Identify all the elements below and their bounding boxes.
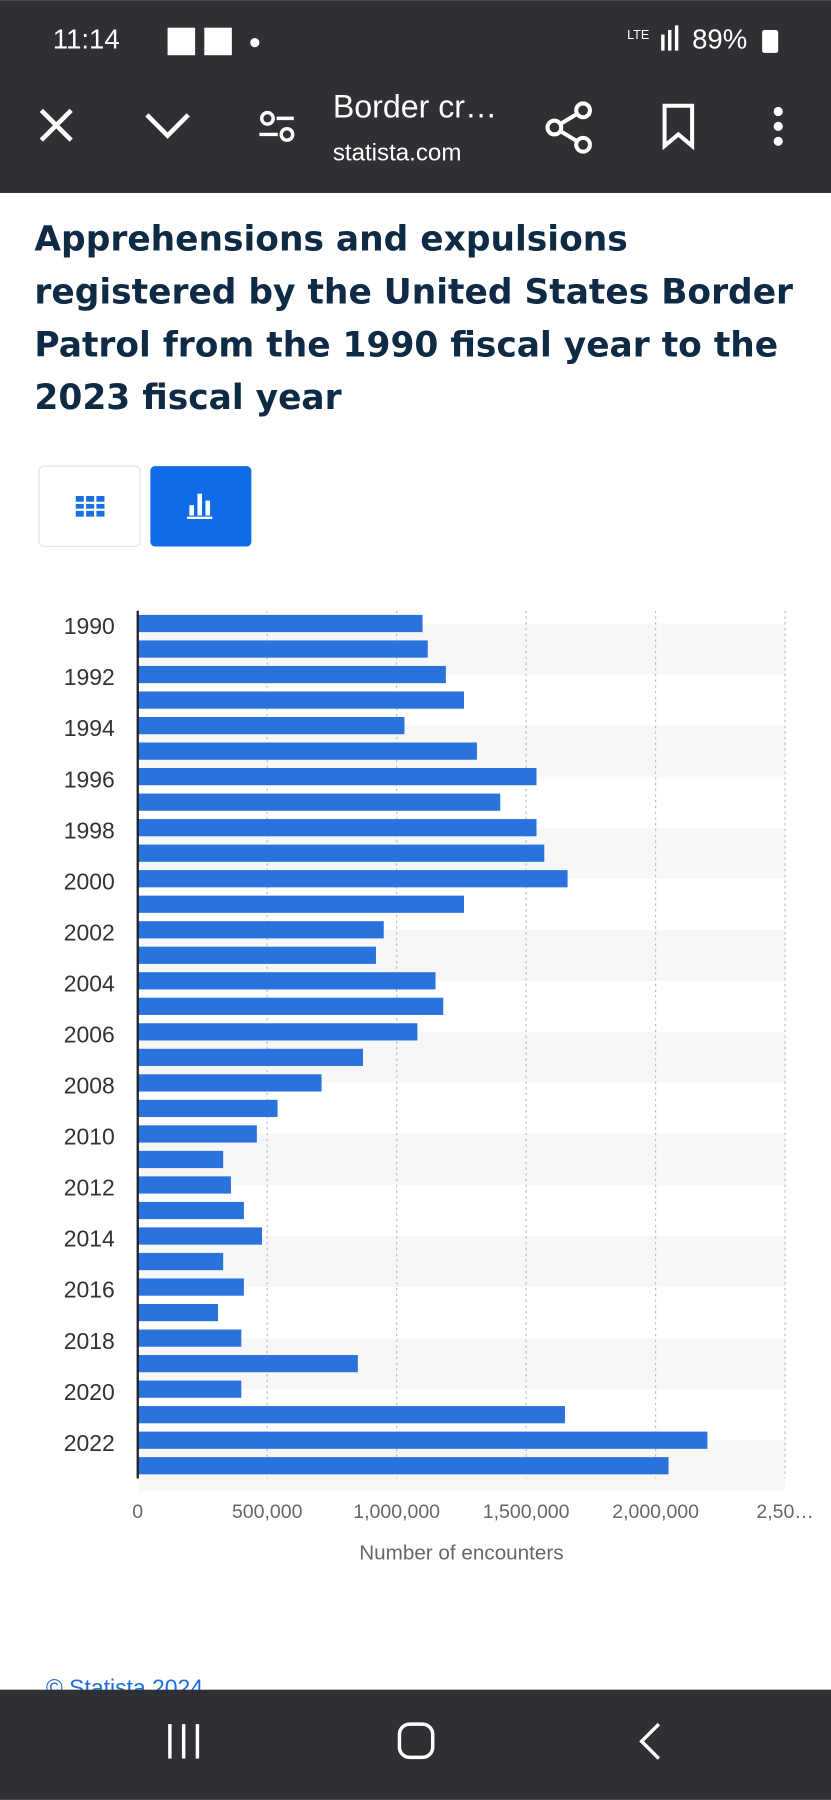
x-tick-label: 2,50… xyxy=(756,1501,813,1523)
status-dot xyxy=(250,38,260,48)
y-tick-label: 2012 xyxy=(64,1175,115,1201)
bookmark-button[interactable] xyxy=(662,103,695,151)
bar xyxy=(137,1329,242,1347)
chart-title-line: 2023 fiscal year xyxy=(34,378,341,418)
bar xyxy=(137,1125,257,1143)
y-tick-label: 2020 xyxy=(64,1379,115,1405)
y-tick-label: 2022 xyxy=(64,1430,115,1456)
y-tick-label: 2006 xyxy=(64,1022,115,1048)
chart-title-line: Apprehensions and expulsions xyxy=(34,220,627,260)
status-battery: 89% xyxy=(692,24,747,55)
bar xyxy=(137,1252,224,1271)
x-tick-label: 1,500,000 xyxy=(483,1501,570,1523)
bar xyxy=(137,1150,224,1169)
x-tick-label: 0 xyxy=(132,1501,143,1523)
bar xyxy=(137,870,568,888)
y-tick-label: 2018 xyxy=(64,1328,115,1354)
bar xyxy=(137,1023,418,1041)
status-icon xyxy=(204,27,232,56)
collapse-button[interactable] xyxy=(145,113,190,139)
chart: 0 500,000 1,000,000 1,500,000 2,000,000 2,50…… xyxy=(64,610,814,1565)
x-axis-label: Number of encounters xyxy=(359,1542,563,1565)
bar xyxy=(137,1099,278,1118)
bar xyxy=(137,1278,244,1296)
bar xyxy=(137,1406,565,1424)
bar xyxy=(137,844,545,862)
chart-icon xyxy=(187,493,213,519)
x-tick-label: 500,000 xyxy=(232,1501,303,1523)
nav-buttons[interactable] xyxy=(168,1722,661,1760)
bar xyxy=(137,716,405,735)
y-tick-label: 1994 xyxy=(64,715,115,741)
menu-button[interactable] xyxy=(773,106,783,146)
chart-title-line: registered by the United States Border xyxy=(34,272,793,312)
nav-bar xyxy=(0,1689,831,1800)
bar xyxy=(137,1048,364,1066)
bar xyxy=(137,1201,244,1220)
chart-title-line: Patrol from the 1990 fiscal year to the xyxy=(34,325,778,365)
y-tick-label: 2004 xyxy=(64,970,115,996)
y-tick-label: 1996 xyxy=(64,766,115,792)
bar xyxy=(137,921,384,939)
y-tick-label: 1992 xyxy=(64,664,115,690)
x-tick-label: 1,000,000 xyxy=(353,1501,440,1523)
top-bars xyxy=(0,0,831,193)
status-icon xyxy=(167,27,196,56)
y-tick-label: 2016 xyxy=(64,1277,115,1303)
bar xyxy=(137,1227,263,1245)
y-tick-label: 2002 xyxy=(64,919,115,945)
chart-title: Apprehensions and expulsions registered b… xyxy=(34,220,793,418)
share-button[interactable] xyxy=(545,101,592,154)
bar xyxy=(137,1176,231,1194)
bar xyxy=(137,1380,242,1398)
bar xyxy=(137,972,436,990)
status-network: LTE xyxy=(627,28,649,42)
bar xyxy=(137,1457,669,1475)
y-tick-label: 2014 xyxy=(64,1226,115,1252)
y-tick-label: 1998 xyxy=(64,817,115,843)
y-tick-label: 2000 xyxy=(64,868,115,894)
signal xyxy=(661,34,665,51)
bar xyxy=(137,665,446,684)
page-domain[interactable]: statista.com xyxy=(333,139,462,166)
signal xyxy=(668,29,672,51)
x-tick-label: 2,000,000 xyxy=(612,1501,699,1523)
table-icon xyxy=(75,495,105,517)
bar xyxy=(137,640,428,658)
bar xyxy=(137,793,501,811)
settings-button[interactable] xyxy=(259,110,295,142)
bar xyxy=(137,1074,322,1092)
table-icon-lines xyxy=(75,495,105,517)
bar xyxy=(137,614,423,633)
bar xyxy=(137,691,465,709)
y-tick-label: 1990 xyxy=(64,613,115,639)
bar xyxy=(137,895,465,913)
bar xyxy=(137,742,477,760)
y-tick-label: 2010 xyxy=(64,1124,115,1150)
close-button[interactable] xyxy=(39,108,73,142)
signal xyxy=(674,25,679,51)
bar xyxy=(137,997,444,1015)
bar xyxy=(137,819,537,837)
bar xyxy=(137,1303,219,1322)
y-tick-label: 2008 xyxy=(64,1073,115,1099)
status-time: 11:14 xyxy=(53,24,120,55)
bar xyxy=(137,1355,358,1373)
bar xyxy=(137,1431,708,1449)
bar xyxy=(137,946,376,964)
bar xyxy=(137,768,537,786)
battery-icon xyxy=(762,29,779,53)
page-title[interactable]: Border cr… xyxy=(333,89,497,125)
